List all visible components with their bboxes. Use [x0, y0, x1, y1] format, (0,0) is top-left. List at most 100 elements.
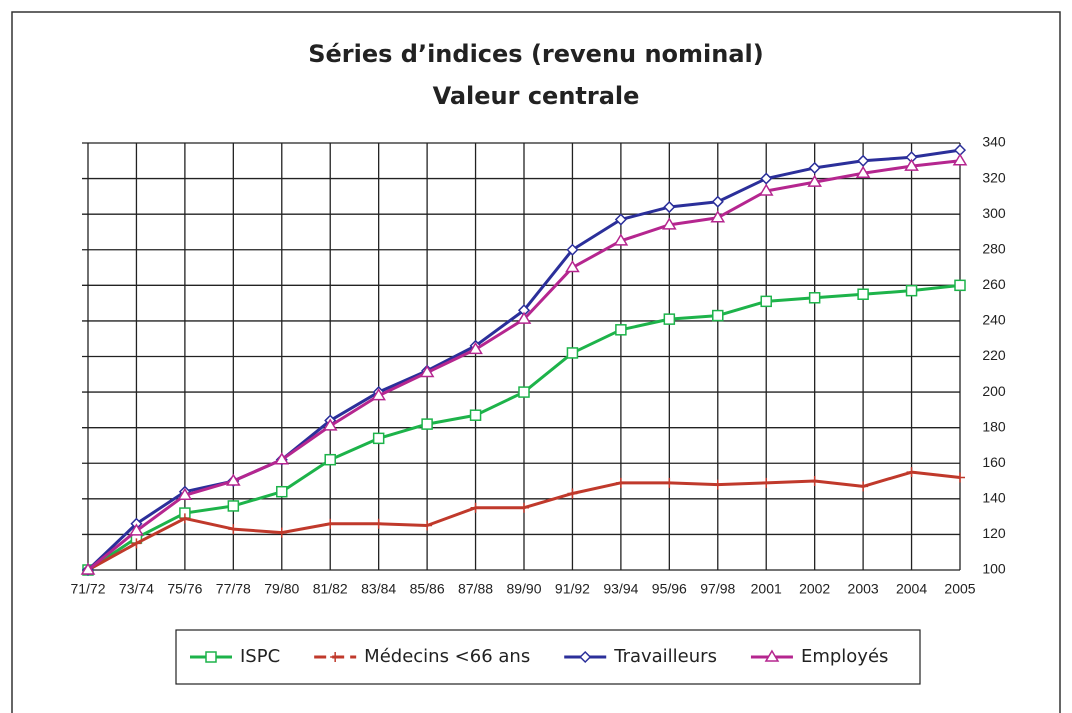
- legend-box: [175, 629, 921, 685]
- x-tick-label: 81/82: [313, 581, 348, 597]
- marker: [372, 432, 385, 445]
- marker: [129, 523, 144, 536]
- marker: [904, 158, 919, 171]
- marker: [857, 154, 870, 167]
- x-tick-label: 77/78: [216, 581, 251, 597]
- marker: [711, 195, 724, 208]
- marker: [613, 233, 629, 246]
- marker: [227, 500, 240, 512]
- marker: [758, 183, 774, 196]
- marker: [579, 650, 592, 664]
- x-tick-label: 2003: [848, 581, 879, 597]
- marker: [615, 477, 626, 488]
- marker: [421, 418, 433, 430]
- y-tick-label: 240: [982, 312, 1006, 328]
- x-tick-label: 95/96: [652, 581, 687, 597]
- x-tick-label: 79/80: [264, 581, 299, 597]
- y-tick-label: 140: [982, 490, 1006, 506]
- marker: [565, 260, 580, 273]
- marker: [857, 288, 869, 300]
- marker: [809, 476, 820, 487]
- marker: [419, 365, 435, 378]
- marker: [764, 649, 780, 662]
- x-tick-label: 97/98: [700, 581, 735, 597]
- x-tick-label: 2005: [944, 581, 975, 597]
- marker: [712, 479, 723, 490]
- y-tick-label: 200: [982, 383, 1006, 399]
- marker: [855, 165, 871, 178]
- x-tick-label: 91/92: [555, 581, 590, 597]
- y-tick-label: 300: [982, 205, 1006, 221]
- marker: [276, 485, 288, 498]
- marker: [807, 174, 822, 187]
- x-tick-label: 71/72: [70, 581, 105, 597]
- marker: [179, 513, 190, 524]
- y-tick-label: 260: [982, 276, 1006, 292]
- marker: [952, 153, 968, 166]
- x-tick-label: 93/94: [603, 581, 638, 597]
- marker: [614, 213, 627, 226]
- marker: [566, 347, 579, 359]
- x-tick-label: 73/74: [119, 581, 154, 597]
- chart-title: Séries d’indices (revenu nominal): [308, 40, 764, 68]
- legend-item: Travailleurs: [564, 646, 717, 667]
- y-tick-label: 120: [982, 525, 1006, 541]
- marker: [276, 527, 287, 538]
- marker: [858, 481, 869, 492]
- legend-label: Employés: [801, 646, 888, 667]
- marker: [519, 502, 529, 513]
- marker: [177, 487, 193, 501]
- x-tick-label: 2004: [896, 581, 927, 597]
- x-tick-label: 89/90: [506, 581, 541, 597]
- marker: [710, 210, 726, 223]
- marker: [567, 488, 578, 499]
- marker: [324, 453, 336, 466]
- marker: [322, 418, 338, 431]
- marker: [373, 518, 384, 529]
- marker: [468, 341, 483, 355]
- marker: [80, 562, 96, 575]
- legend-item: Médecins <66 ans: [314, 646, 530, 667]
- marker: [131, 538, 142, 549]
- y-tick-label: 160: [982, 454, 1006, 470]
- marker: [226, 473, 241, 486]
- marker: [371, 388, 386, 401]
- chart-subtitle: Valeur centrale: [433, 82, 640, 110]
- marker: [470, 502, 481, 513]
- marker: [518, 386, 530, 398]
- marker: [954, 279, 966, 292]
- marker: [663, 313, 676, 325]
- marker: [566, 243, 579, 256]
- y-tick-label: 220: [982, 347, 1006, 363]
- marker: [906, 467, 917, 478]
- marker: [662, 217, 677, 230]
- y-tick-label: 280: [982, 240, 1006, 256]
- x-tick-label: 75/76: [167, 581, 202, 597]
- legend-label: Médecins <66 ans: [364, 646, 530, 667]
- legend-label: Travailleurs: [613, 646, 717, 667]
- marker: [712, 309, 724, 322]
- y-tick-label: 340: [982, 134, 1006, 150]
- marker: [469, 409, 482, 421]
- y-tick-label: 320: [982, 169, 1006, 185]
- marker: [330, 652, 341, 662]
- marker: [205, 651, 217, 663]
- x-tick-label: 85/86: [410, 581, 445, 597]
- marker: [274, 452, 290, 465]
- x-tick-label: 2002: [799, 581, 830, 597]
- marker: [760, 172, 773, 185]
- marker: [664, 477, 675, 488]
- marker: [228, 524, 239, 535]
- x-tick-label: 87/88: [458, 581, 493, 597]
- marker: [905, 284, 918, 297]
- x-tick-label: 2001: [751, 581, 782, 597]
- marker: [615, 324, 627, 336]
- frame: [11, 11, 1061, 713]
- marker: [761, 477, 772, 488]
- marker: [422, 520, 433, 531]
- y-tick-label: 100: [982, 561, 1006, 577]
- marker: [808, 292, 821, 304]
- legend-item: ISPC: [190, 646, 280, 667]
